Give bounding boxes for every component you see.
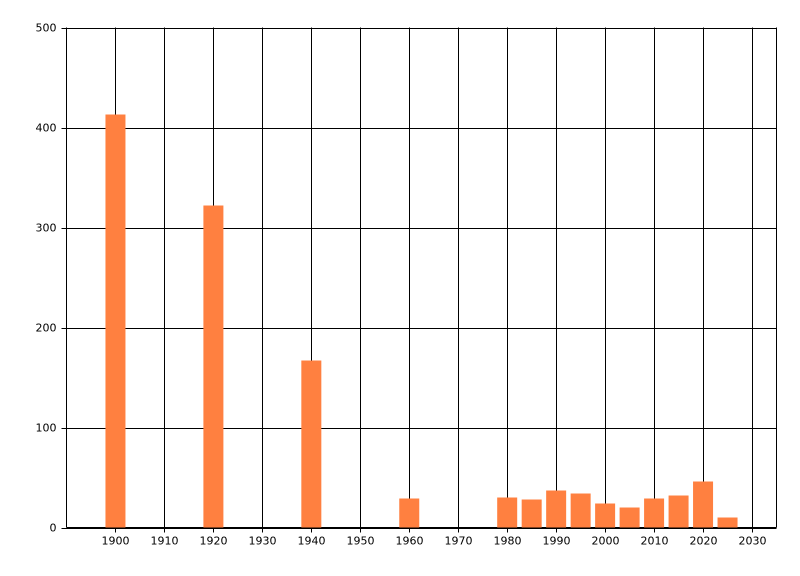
y-tick-label: 200 bbox=[36, 322, 57, 335]
x-tick-label: 1900 bbox=[102, 535, 130, 548]
bar bbox=[399, 498, 420, 528]
bar bbox=[717, 517, 738, 528]
x-tick-label: 1910 bbox=[151, 535, 179, 548]
x-tick-label: 1980 bbox=[494, 535, 522, 548]
bar bbox=[497, 497, 518, 528]
x-tick-label: 2010 bbox=[641, 535, 669, 548]
x-tick-label: 2030 bbox=[739, 535, 767, 548]
bar bbox=[203, 205, 224, 528]
bar bbox=[546, 490, 567, 528]
x-tick-label: 1960 bbox=[396, 535, 424, 548]
bar bbox=[595, 503, 616, 528]
y-tick-label: 300 bbox=[36, 222, 57, 235]
bar bbox=[301, 360, 322, 528]
x-tick-label: 2020 bbox=[690, 535, 718, 548]
y-tick-label: 400 bbox=[36, 122, 57, 135]
y-tick-label: 500 bbox=[36, 22, 57, 35]
x-tick-label: 1940 bbox=[298, 535, 326, 548]
x-tick-label: 1970 bbox=[445, 535, 473, 548]
y-tick-label: 100 bbox=[36, 422, 57, 435]
bar bbox=[619, 507, 640, 528]
x-tick-label: 1930 bbox=[249, 535, 277, 548]
x-tick-label: 1990 bbox=[543, 535, 571, 548]
y-tick-label: 0 bbox=[50, 522, 57, 535]
bar bbox=[668, 495, 689, 528]
bar bbox=[693, 481, 714, 528]
x-tick-label: 1950 bbox=[347, 535, 375, 548]
bar bbox=[570, 493, 591, 528]
bar bbox=[105, 114, 126, 528]
bar bbox=[521, 499, 542, 528]
x-tick-label: 2000 bbox=[592, 535, 620, 548]
bar bbox=[644, 498, 665, 528]
x-tick-label: 1920 bbox=[200, 535, 228, 548]
